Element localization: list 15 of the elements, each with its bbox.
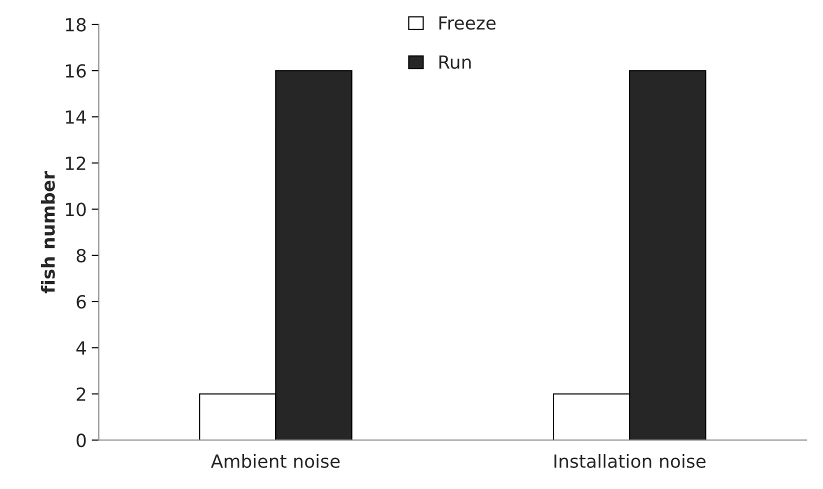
legend-label: Freeze [439, 16, 496, 30]
y-tick-label: 2 [76, 387, 86, 401]
y-tick-label: 8 [76, 248, 86, 262]
y-axis-title: fish number [40, 171, 55, 294]
y-tick-label: 12 [66, 156, 86, 170]
x-tick-label: Ambient noise [210, 454, 340, 468]
legend-label: Run [439, 55, 471, 69]
y-tick-label: 16 [66, 64, 86, 78]
y-tick-label: 4 [76, 341, 86, 355]
y-tick-label: 6 [76, 295, 86, 309]
x-tick-label: Installation noise [554, 454, 706, 468]
y-tick-label: 14 [66, 110, 86, 124]
y-tick-label: 10 [66, 202, 86, 216]
y-tick-label: 0 [76, 434, 86, 448]
y-tick-label: 18 [66, 18, 86, 32]
